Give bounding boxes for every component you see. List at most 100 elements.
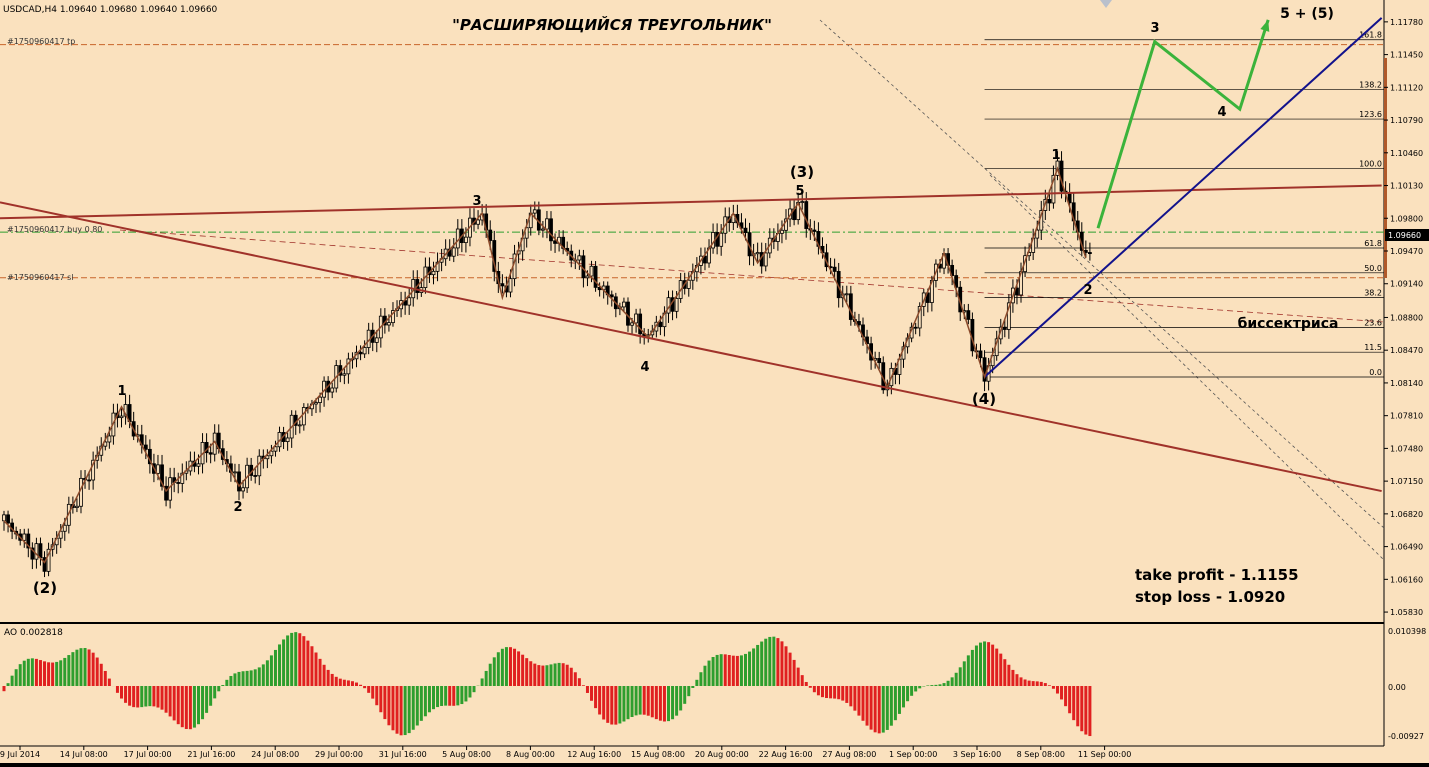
- price-tick-label: 1.06820: [1390, 510, 1423, 519]
- ao-histogram: [2, 632, 1092, 737]
- current-price-value: 1.09660: [1388, 231, 1421, 240]
- wave-label: 5: [795, 184, 804, 199]
- take-profit-note: take profit - 1.1155: [1135, 566, 1299, 584]
- candle-body: [832, 266, 837, 272]
- candle-body: [1087, 252, 1092, 255]
- ao-tick-max: 0.010398: [1388, 627, 1426, 636]
- fib-level-label: 11.5: [1364, 343, 1382, 352]
- price-tick-label: 1.07150: [1390, 477, 1423, 486]
- scroll-marker[interactable]: [1384, 58, 1387, 278]
- candle-body: [314, 402, 318, 405]
- time-tick-label: 8 Aug 00:00: [506, 750, 555, 759]
- time-tick-label: 1 Sep 00:00: [889, 750, 937, 759]
- time-tick-label: 11 Sep 00:00: [1078, 750, 1131, 759]
- price-tick-label: 1.08800: [1390, 313, 1423, 322]
- fib-level-label: 38.2: [1364, 289, 1382, 298]
- candle-body: [196, 463, 201, 467]
- candle-body: [160, 464, 164, 487]
- wave-label: 4: [640, 360, 649, 375]
- price-tick-label: 1.05830: [1390, 608, 1423, 617]
- time-tick-label: 5 Aug 08:00: [442, 750, 491, 759]
- price-tick-label: 1.09800: [1390, 214, 1423, 223]
- dashed-diagonal: [819, 19, 1385, 529]
- time-tick-label: 27 Aug 08:00: [822, 750, 876, 759]
- time-tick-label: 22 Aug 16:00: [759, 750, 813, 759]
- time-tick-label: 3 Sep 16:00: [953, 750, 1001, 759]
- wave-labels: 1 2 (2) 3 4 (3) 5 (4) 1 2 3 4 5 + (5): [33, 6, 1334, 597]
- diagonal-dashed-lines: [119, 19, 1385, 561]
- wave-label: (2): [33, 579, 57, 597]
- candle-body: [686, 279, 691, 289]
- candle-body: [638, 313, 643, 335]
- candle-body: [508, 278, 513, 293]
- candle-body: [451, 247, 456, 257]
- price-tick-label: 1.07480: [1390, 444, 1423, 453]
- candle-body: [91, 459, 96, 481]
- candle-body: [585, 275, 590, 279]
- price-tick-label: 1.10790: [1390, 116, 1423, 125]
- candle-body: [330, 387, 335, 393]
- dashed-median-line: [119, 229, 1385, 323]
- fib-level-label: 61.8: [1364, 239, 1382, 248]
- candle-body: [982, 357, 987, 382]
- candle-body: [107, 435, 112, 443]
- candle-body: [545, 218, 549, 230]
- candle-body: [812, 229, 817, 232]
- ao-plot-background: [0, 624, 1384, 746]
- trendlines: [0, 17, 1383, 493]
- candle-body: [540, 228, 545, 231]
- trendline-lower: [0, 201, 1382, 493]
- candle-body: [30, 547, 35, 560]
- candle-body: [1051, 174, 1056, 204]
- candle-body: [464, 236, 468, 244]
- order-label-tp: #1750960417 tp: [7, 37, 75, 46]
- chart-shift-marker[interactable]: [1100, 0, 1112, 8]
- candle-body: [143, 444, 148, 450]
- candle-body: [763, 252, 768, 267]
- price-tick-label: 1.08470: [1390, 346, 1423, 355]
- candle-body: [553, 240, 557, 244]
- stop-loss-note: stop loss - 1.0920: [1135, 588, 1285, 606]
- candle-body: [176, 482, 181, 484]
- fib-level-label: 123.6: [1359, 110, 1382, 119]
- fib-level-label: 161.8: [1359, 31, 1382, 40]
- price-axis-labels: 1.11780 1.11450 1.11120 1.10790 1.10460 1.101…: [1384, 18, 1423, 617]
- time-tick-label: 15 Aug 08:00: [631, 750, 685, 759]
- candle-body: [500, 283, 505, 287]
- candle-body: [2, 514, 6, 522]
- candle-body: [978, 350, 983, 359]
- candle-body: [208, 452, 213, 455]
- candle-body: [626, 301, 630, 326]
- candle-body: [180, 472, 185, 484]
- time-axis-labels: 9 Jul 2014 14 Jul 08:00 17 Jul 00:00 21 Jul…: [0, 746, 1131, 759]
- candle-body: [1035, 229, 1040, 239]
- candle-body: [253, 475, 258, 477]
- candle-body: [800, 201, 805, 203]
- chart-title: "РАСШИРЯЮЩИЙСЯ ТРЕУГОЛЬНИК": [452, 15, 772, 34]
- candle-body: [164, 485, 168, 501]
- candle-body: [1015, 287, 1019, 296]
- time-tick-label: 17 Jul 00:00: [124, 750, 172, 759]
- price-tick-label: 1.06160: [1390, 575, 1423, 584]
- candle-body: [362, 347, 367, 355]
- candle-body: [297, 424, 302, 427]
- candle-body: [476, 219, 480, 225]
- candle-body: [391, 310, 395, 324]
- wave-polyline: [3, 166, 1087, 564]
- candle-body: [1006, 302, 1011, 330]
- candle-body: [917, 306, 922, 329]
- wave-lines: [3, 166, 1087, 564]
- ao-label: AO 0.002818: [4, 628, 63, 638]
- time-tick-label: 12 Aug 16:00: [567, 750, 621, 759]
- candle-body: [42, 557, 47, 572]
- candle-body: [342, 373, 347, 376]
- candle-body: [755, 252, 760, 255]
- wave-label: (3): [790, 163, 814, 181]
- forecast-arrowhead: [1260, 19, 1270, 32]
- candle-body: [237, 471, 241, 492]
- time-axis-background: [0, 746, 1429, 763]
- candle-body: [658, 321, 663, 328]
- candle-body: [593, 265, 598, 288]
